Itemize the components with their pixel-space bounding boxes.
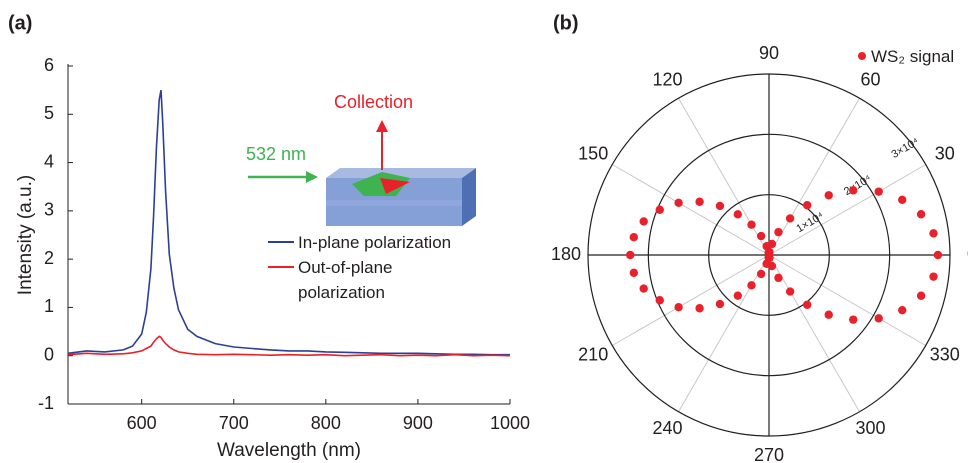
data-point: [774, 274, 782, 282]
legend-item: Out-of-plane polarization: [268, 255, 468, 305]
legend-item: In-plane polarization: [268, 230, 468, 255]
x-tick-label: 600: [127, 413, 157, 433]
data-point: [849, 186, 857, 194]
data-point: [695, 304, 703, 312]
data-point: [734, 210, 742, 218]
data-point: [656, 296, 664, 304]
y-tick-label: -1: [38, 393, 54, 413]
data-point: [630, 269, 638, 277]
data-point: [929, 272, 937, 280]
data-point: [640, 284, 648, 292]
angular-tick-label: 240: [652, 418, 682, 438]
y-axis-label: Intensity (a.u.): [15, 175, 36, 295]
data-point: [674, 303, 682, 311]
data-point: [768, 262, 776, 270]
data-point: [786, 287, 794, 295]
data-point: [803, 201, 811, 209]
inset-schematic: [248, 120, 476, 226]
data-point: [674, 199, 682, 207]
angular-grid-line: [612, 165, 769, 256]
angular-tick-label: 300: [855, 418, 885, 438]
angular-tick-label: 30: [935, 143, 955, 163]
panel-label: (a): [8, 12, 32, 34]
data-point: [757, 232, 765, 240]
radial-tick-label: 2×10⁴: [842, 173, 874, 198]
annotation: 532 nm: [246, 144, 306, 164]
data-point: [849, 315, 857, 323]
data-point: [762, 242, 770, 250]
angular-tick-label: 120: [652, 70, 682, 90]
angular-grid-line: [612, 255, 769, 346]
y-tick-label: 4: [44, 151, 54, 171]
chart: (a) (b) 532 nm Collection -1 0 1 2 3 4 5 6 600 70…: [0, 0, 968, 463]
data-point: [656, 206, 664, 214]
data-point: [716, 202, 724, 210]
data-point: [825, 191, 833, 199]
x-tick-label: 900: [403, 413, 433, 433]
x-tick-label: 1000: [490, 413, 530, 433]
data-point: [875, 187, 883, 195]
angular-tick-label: 180: [551, 244, 581, 264]
x-axis-label: Wavelength (nm): [217, 440, 361, 461]
angular-grid-line: [769, 255, 926, 346]
data-point: [630, 233, 638, 241]
data-point: [803, 301, 811, 309]
angular-tick-label: 210: [578, 344, 608, 364]
y-tick-label: 1: [44, 296, 54, 316]
y-tick-label: 6: [44, 55, 54, 75]
legend-swatch: [268, 236, 294, 248]
legend-item: WS₂ signal: [857, 44, 968, 69]
data-point: [917, 210, 925, 218]
y-tick-label: 5: [44, 103, 54, 123]
angular-tick-label: 270: [754, 445, 784, 463]
data-point: [774, 228, 782, 236]
data-point: [929, 229, 937, 237]
data-point: [695, 198, 703, 206]
y-tick-label: 0: [44, 344, 54, 364]
legend-marker: [857, 50, 867, 62]
data-point: [786, 214, 794, 222]
figure: (a) (b) 532 nm Collection -1 0 1 2 3 4 5 6 600 70…: [0, 0, 968, 463]
angular-grid-line: [679, 255, 770, 412]
legend-swatch: [268, 261, 294, 273]
data-point: [734, 291, 742, 299]
angular-grid-line: [679, 98, 770, 255]
legend-label: Out-of-plane polarization: [298, 255, 468, 305]
data-point: [898, 196, 906, 204]
data-point: [765, 254, 773, 262]
data-point: [747, 281, 755, 289]
y-tick-label: 3: [44, 200, 54, 220]
legend-label: In-plane polarization: [298, 230, 451, 255]
series-line: [68, 336, 510, 355]
angular-tick-label: 330: [930, 344, 960, 364]
angular-tick-label: 60: [860, 70, 880, 90]
data-point: [716, 300, 724, 308]
data-point: [825, 311, 833, 319]
angular-tick-label: 150: [578, 143, 608, 163]
data-point: [757, 270, 765, 278]
x-tick-label: 700: [219, 413, 249, 433]
y-tick-label: 2: [44, 248, 54, 268]
annotation: Collection: [334, 92, 413, 112]
data-point: [875, 314, 883, 322]
angular-grid-line: [769, 165, 926, 256]
data-point: [917, 292, 925, 300]
angular-tick-label: 90: [759, 43, 779, 63]
data-point: [898, 306, 906, 314]
data-point: [934, 251, 942, 259]
radial-tick-label: 3×10⁴: [889, 136, 921, 161]
legend: WS₂ signal: [857, 44, 968, 69]
legend-label: WS₂ signal: [871, 44, 954, 69]
data-point: [747, 220, 755, 228]
panel-label: (b): [553, 12, 579, 34]
data-point: [626, 251, 634, 259]
x-tick-label: 800: [311, 413, 341, 433]
data-point: [640, 217, 648, 225]
